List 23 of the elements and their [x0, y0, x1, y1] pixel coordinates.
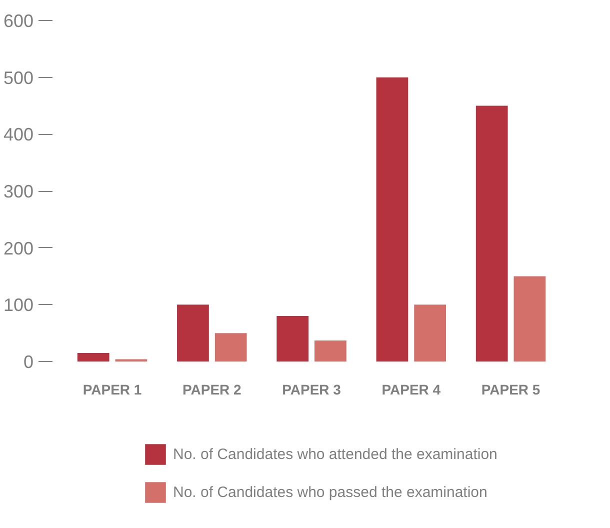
x-tick-label: PAPER 5 — [481, 382, 540, 398]
bar — [476, 106, 508, 362]
x-tick-label: PAPER 4 — [382, 382, 441, 398]
y-tick-label: 400 — [3, 124, 34, 145]
bar — [314, 340, 346, 362]
y-tick-label: 100 — [3, 295, 34, 316]
y-tick-label: 500 — [3, 68, 34, 88]
bar — [177, 304, 209, 362]
bar — [514, 276, 546, 362]
x-tick-label: PAPER 2 — [182, 382, 242, 398]
bar — [414, 304, 446, 362]
y-tick-label: 300 — [3, 182, 34, 202]
y-tick-label: 600 — [3, 11, 34, 31]
bar — [214, 333, 247, 362]
legend-label: No. of Candidates who attended the examination — [173, 446, 498, 462]
legend-label: No. of Candidates who passed the examination — [173, 484, 488, 500]
bar — [77, 352, 110, 362]
x-tick-label: PAPER 3 — [282, 382, 342, 398]
x-tick-label: PAPER 1 — [82, 382, 142, 398]
bar — [376, 77, 408, 362]
bar — [276, 316, 309, 362]
y-tick-label: 0 — [23, 352, 34, 372]
y-tick-label: 200 — [3, 238, 34, 258]
